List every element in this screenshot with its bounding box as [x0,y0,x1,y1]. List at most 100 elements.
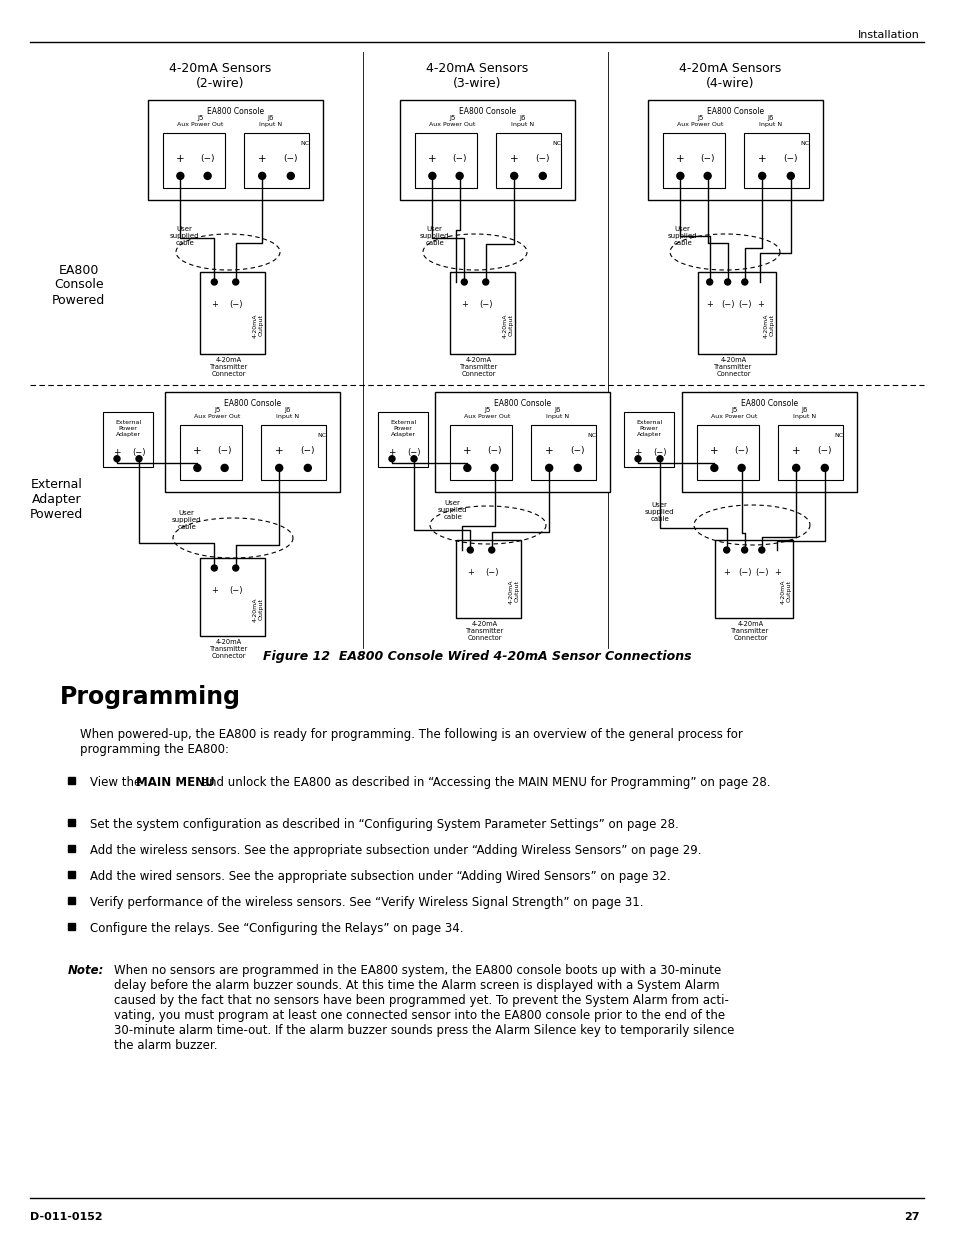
Circle shape [461,279,467,285]
Text: +: + [773,568,780,577]
Bar [662,133,724,188]
Text: (−): (−) [570,446,584,454]
Text: Input N: Input N [258,122,282,127]
Text: (−): (−) [738,300,751,309]
Circle shape [176,173,184,179]
Circle shape [574,464,580,472]
Circle shape [233,564,238,571]
Text: Aux Power Out: Aux Power Out [711,414,757,419]
Bar [68,845,75,852]
Text: (−): (−) [407,448,420,457]
Circle shape [510,173,517,179]
Bar [399,100,575,200]
Text: J5: J5 [214,408,220,412]
Text: (−): (−) [487,446,501,454]
Circle shape [488,547,495,553]
Circle shape [389,456,395,462]
Text: +: + [193,446,201,456]
Text: +: + [388,448,395,457]
Bar [778,425,842,480]
Text: 4-20mA
Output: 4-20mA Output [502,312,513,337]
Text: External
Power
Adapter: External Power Adapter [390,420,416,437]
Text: (−): (−) [229,300,242,309]
Text: +: + [113,448,121,457]
Text: J6: J6 [267,115,274,121]
Text: When powered-up, the EA800 is ready for programming. The following is an overvie: When powered-up, the EA800 is ready for … [80,727,742,756]
Circle shape [545,464,552,472]
Bar [68,923,75,930]
Text: 4-20mA Sensors
(3-wire): 4-20mA Sensors (3-wire) [425,62,528,90]
Text: +: + [634,448,641,457]
Text: (−): (−) [653,448,666,457]
Text: +: + [466,568,474,577]
Circle shape [703,173,710,179]
Circle shape [635,456,640,462]
Text: 4-20mA
Output: 4-20mA Output [253,312,263,337]
Text: Aux Power Out: Aux Power Out [177,122,223,127]
Text: User
supplied
cable: User supplied cable [667,226,697,246]
Text: J6: J6 [554,408,560,412]
Circle shape [304,464,311,472]
Text: Aux Power Out: Aux Power Out [194,414,240,419]
Bar [68,897,75,904]
Text: Aux Power Out: Aux Power Out [464,414,510,419]
Text: J5: J5 [449,115,456,121]
Text: +: + [211,300,217,309]
Bar [103,412,152,467]
Circle shape [723,547,729,553]
Text: NC: NC [299,141,309,146]
Text: User
supplied
cable: User supplied cable [170,226,199,246]
Circle shape [710,464,717,472]
Text: J6: J6 [801,408,807,412]
Text: 4-20mA Sensors
(4-wire): 4-20mA Sensors (4-wire) [679,62,781,90]
Text: +: + [709,446,718,456]
Text: (−): (−) [200,154,214,163]
Bar [647,100,822,200]
Text: 4-20mA
Transmitter
Connector: 4-20mA Transmitter Connector [731,621,769,641]
Text: 4-20mA
Output: 4-20mA Output [253,597,263,621]
Text: NC: NC [833,433,842,438]
Text: +: + [705,300,713,309]
Text: Installation: Installation [858,30,919,40]
Text: 4-20mA
Output: 4-20mA Output [762,312,774,337]
Text: Figure 12  EA800 Console Wired 4-20mA Sensor Connections: Figure 12 EA800 Console Wired 4-20mA Sen… [262,650,691,663]
Bar [165,391,339,492]
Circle shape [792,464,799,472]
Text: 4-20mA
Transmitter
Connector: 4-20mA Transmitter Connector [210,638,248,659]
Bar [377,412,428,467]
Circle shape [467,547,473,553]
Bar [180,425,242,480]
Circle shape [211,564,217,571]
Bar [456,540,520,618]
Text: User
supplied
cable: User supplied cable [644,501,674,522]
Circle shape [758,547,764,553]
Text: +: + [428,154,436,164]
Text: EA800 Console: EA800 Console [706,107,763,116]
Circle shape [738,464,744,472]
Text: Add the wired sensors. See the appropriate subsection under “Adding Wired Sensor: Add the wired sensors. See the appropria… [90,869,670,883]
Text: (−): (−) [132,448,146,457]
Text: EA800 Console: EA800 Console [207,107,264,116]
Text: EA800 Console: EA800 Console [458,107,516,116]
Circle shape [786,173,794,179]
Circle shape [233,279,238,285]
Circle shape [758,173,765,179]
Text: +: + [722,568,729,577]
Circle shape [463,464,471,472]
Text: MAIN MENU: MAIN MENU [136,776,214,789]
Text: (−): (−) [229,585,242,595]
Circle shape [538,173,546,179]
Text: J6: J6 [766,115,773,121]
Bar [697,425,759,480]
Bar [200,272,265,354]
Text: External
Power
Adapter: External Power Adapter [114,420,141,437]
Text: EA800
Console
Powered: EA800 Console Powered [52,263,105,306]
Bar [68,777,75,784]
Text: Set the system configuration as described in “Configuring System Parameter Setti: Set the system configuration as describe… [90,818,678,831]
Text: 4-20mA
Output: 4-20mA Output [508,579,518,604]
Text: +: + [460,300,467,309]
Bar [496,133,560,188]
Circle shape [287,173,294,179]
Text: +: + [462,446,471,456]
Circle shape [221,464,228,472]
